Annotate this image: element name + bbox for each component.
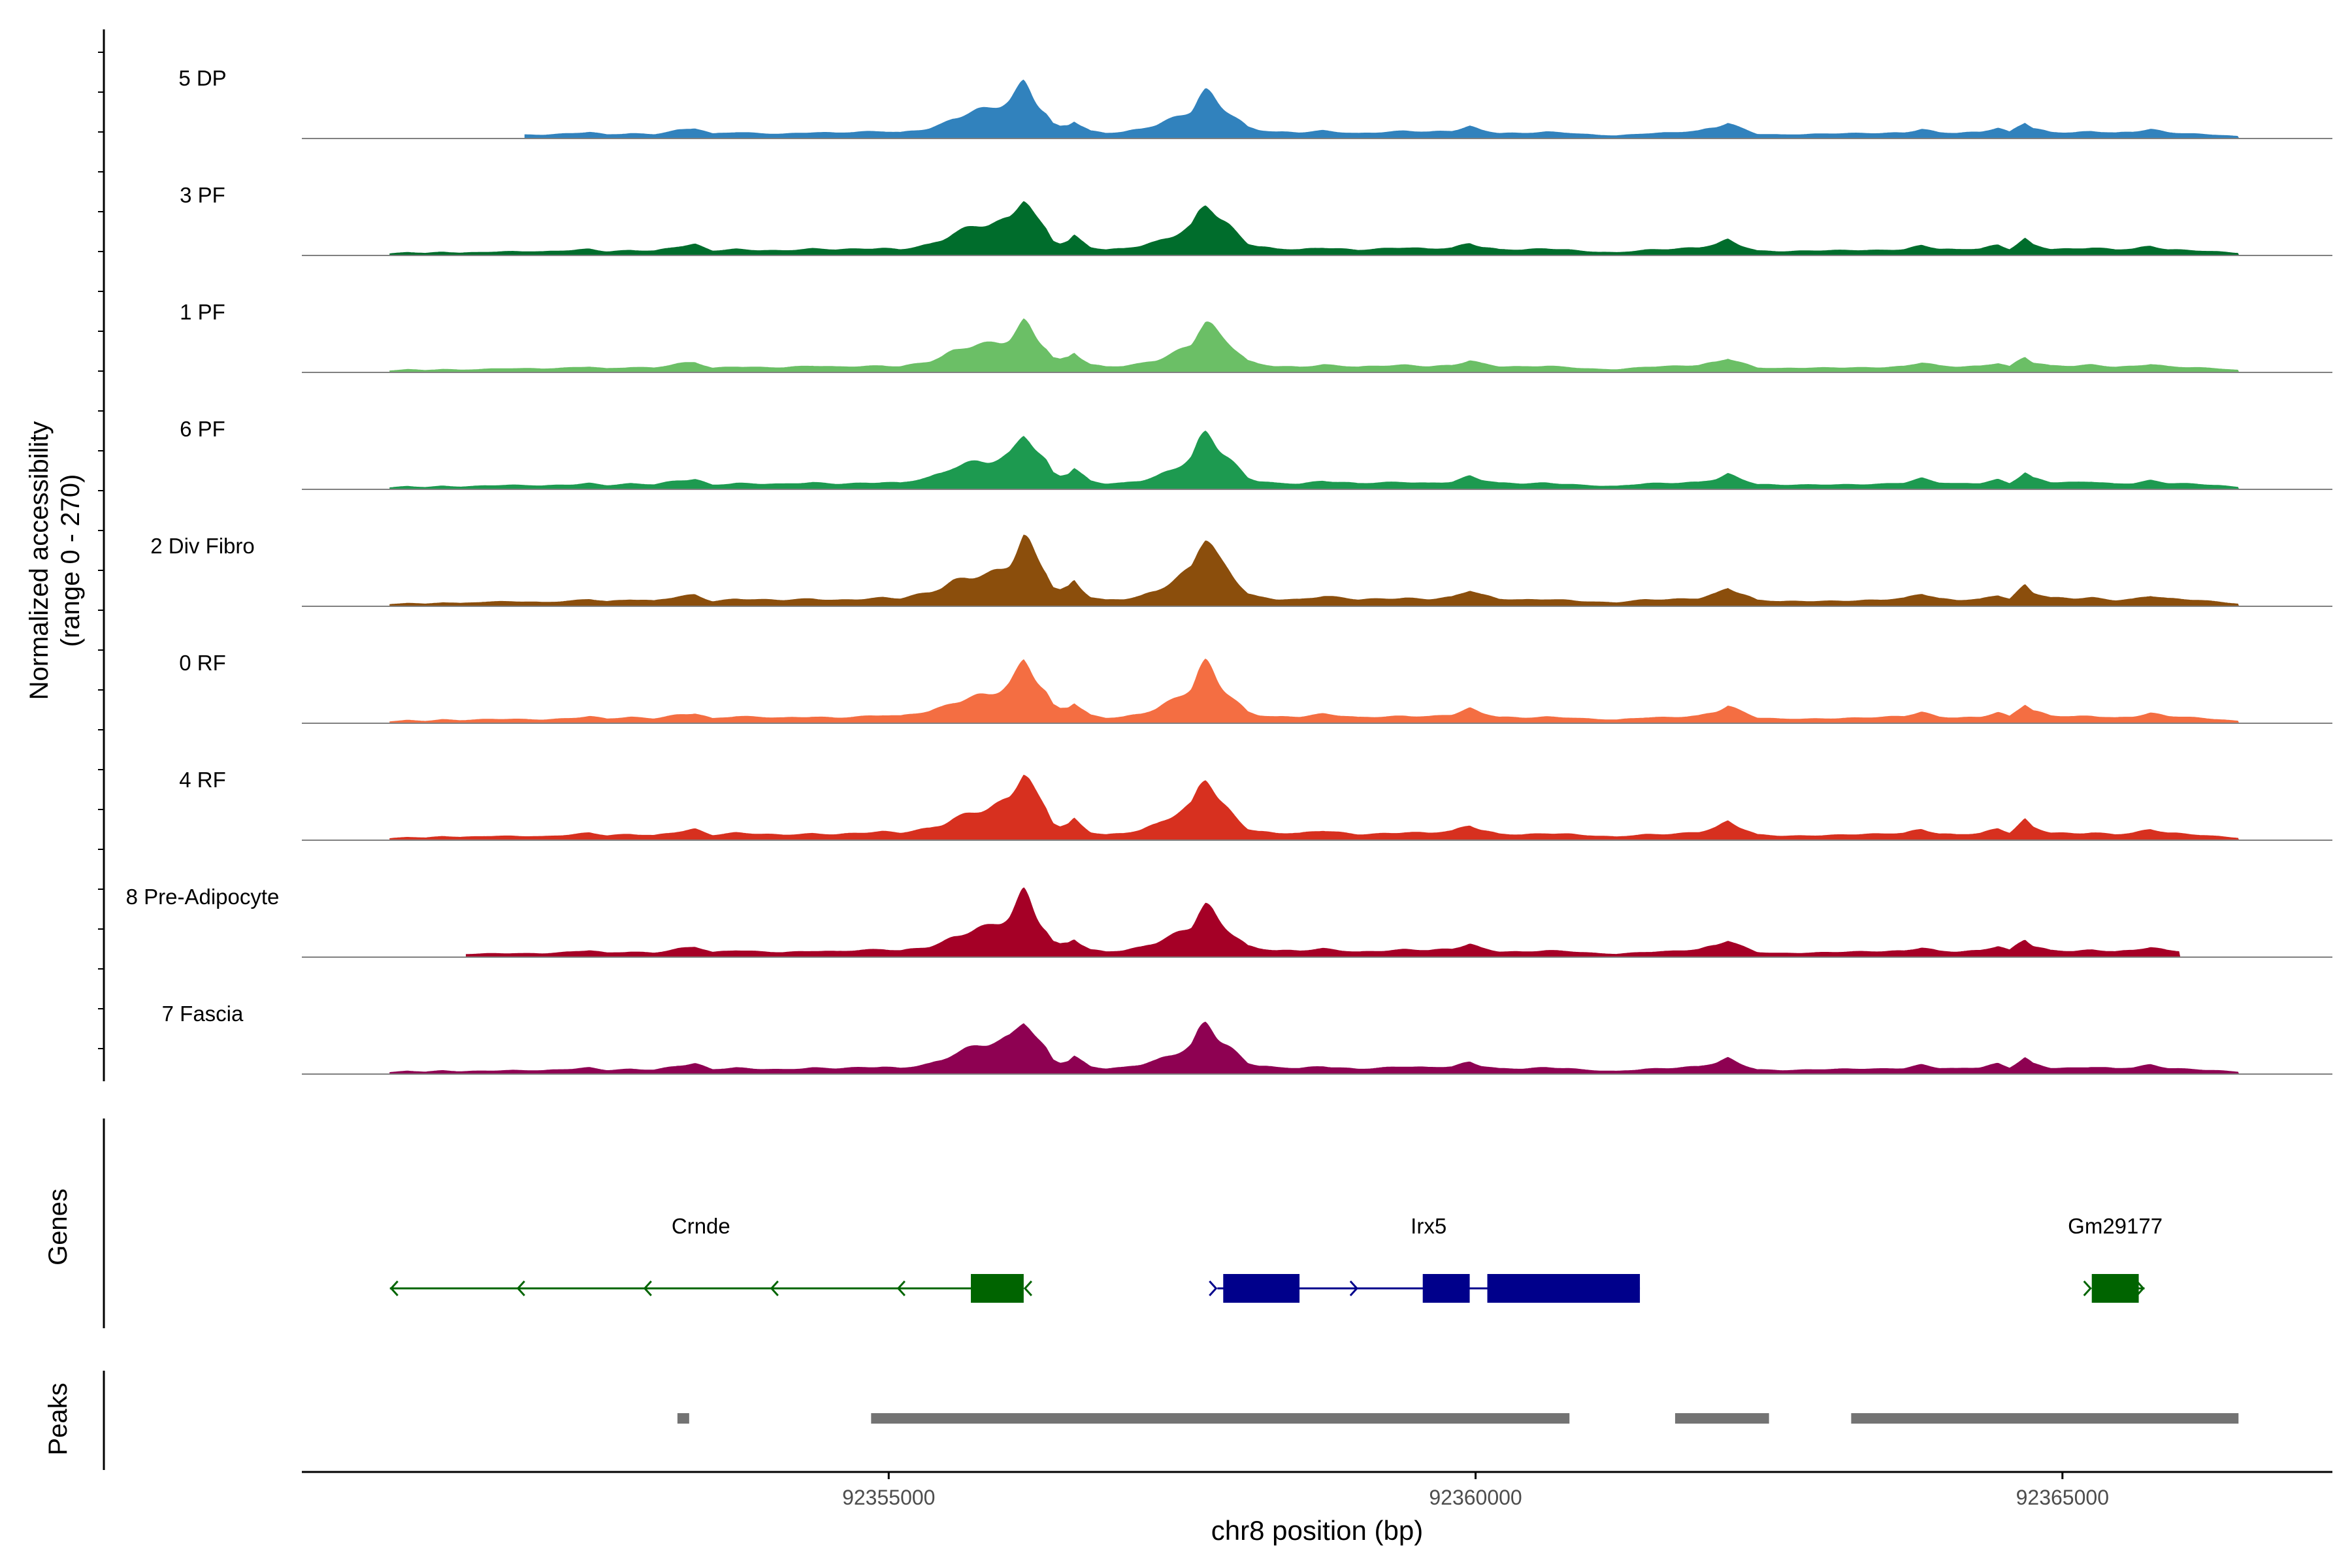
strand-arrow [2136,1280,2145,1297]
peak-region [1851,1413,2239,1424]
coverage-area-6-pf [389,430,2240,489]
gene-exon [971,1274,1024,1303]
track-label: 8 Pre-Adipocyte [126,885,280,909]
coverage-area-3-pf [389,201,2240,255]
x-tick-label: 92355000 [842,1486,935,1509]
gene-gm29177: Gm29177 [2068,1214,2163,1303]
coverage-area-2-div-fibro [389,534,2240,606]
track-8-pre-adipocyte: 8 Pre-Adipocyte [126,885,2332,958]
gene-crnde: Crnde [389,1214,1032,1303]
coverage-area-8-pre-adipocyte [466,887,2181,957]
track-6-pf: 6 PF [180,417,2332,490]
x-axis-title: chr8 position (bp) [1211,1515,1424,1546]
y-axis-title-line2: (range 0 - 270) [56,474,85,647]
x-axis: 92355000 92360000 92365000 [302,1471,2332,1509]
strand-arrow [896,1280,906,1297]
peaks-axis-label: Peaks [44,1382,73,1455]
coverage-area-7-fascia [389,1021,2240,1074]
gene-label: Crnde [672,1214,730,1238]
x-tick-label: 92360000 [1429,1486,1522,1509]
strand-arrow [516,1280,525,1297]
strand-arrow [770,1280,779,1297]
track-label: 1 PF [180,300,225,324]
strand-arrow [389,1280,399,1297]
track-7-fascia: 7 Fascia [162,1002,2332,1075]
track-4-rf: 4 RF [179,768,2332,841]
track-label: 7 Fascia [162,1002,244,1026]
peaks-panel [103,1371,2239,1470]
track-label: 3 PF [180,183,225,207]
gene-label: Gm29177 [2068,1214,2163,1238]
track-5-dp: 5 DP [178,66,2332,139]
peak-region [1674,1413,1769,1424]
y-axis-title-line1: Normalized accessibility [25,421,54,700]
coverage-area-0-rf [389,659,2240,723]
coverage-tracks: 5 DP 3 PF 1 PF 6 PF 2 Div Fibro 0 RF 4 RF 8 Pre… [126,66,2332,1075]
track-label: 2 Div Fibro [150,534,255,558]
track-3-pf: 3 PF [180,183,2332,256]
genes-axis-label: Genes [44,1188,73,1266]
y-axis [98,29,105,1081]
coverage-area-1-pf [389,318,2240,372]
peak-region [871,1413,1570,1424]
strand-arrow [2083,1280,2092,1297]
strand-arrow [1209,1280,1218,1297]
x-tick-label: 92365000 [2016,1486,2109,1509]
track-1-pf: 1 PF [180,300,2332,373]
track-label: 4 RF [179,768,226,792]
strand-arrow [1023,1280,1032,1297]
track-label: 6 PF [180,417,225,441]
strand-arrow [1349,1280,1358,1297]
track-0-rf: 0 RF [179,651,2332,724]
genes-panel: Crnde Irx5 Gm29177 [103,1119,2163,1328]
gene-exon [2091,1274,2139,1303]
gene-exon [1487,1274,1641,1303]
track-label: 0 RF [179,651,226,675]
gene-irx5: Irx5 [1209,1214,1641,1303]
coverage-area-4-rf [389,774,2240,840]
gene-exon [1223,1274,1300,1303]
track-label: 5 DP [178,66,226,90]
gene-exon [1422,1274,1470,1303]
strand-arrow [643,1280,652,1297]
track-2-div-fibro: 2 Div Fibro [150,534,2332,607]
gene-label: Irx5 [1411,1214,1446,1238]
peak-region [677,1413,689,1424]
coverage-area-5-dp [524,79,2240,139]
